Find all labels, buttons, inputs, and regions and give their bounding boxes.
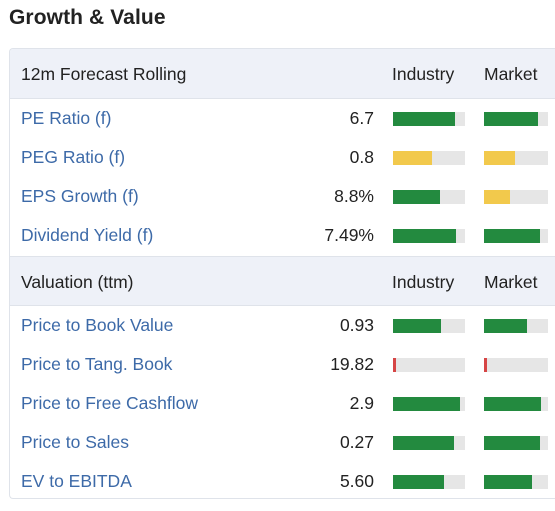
market-comparison-bar [484,190,548,204]
industry-comparison-bar [393,358,465,372]
metric-row: Price to Book Value 0.93 [10,306,555,345]
metric-row: PEG Ratio (f) 0.8 [10,138,555,177]
metric-link[interactable]: PEG Ratio (f) [21,147,126,167]
metric-row: Dividend Yield (f) 7.49% [10,216,555,255]
industry-comparison-bar [393,475,465,489]
metric-row: Price to Tang. Book 19.82 [10,345,555,384]
metric-value: 0.27 [339,432,374,452]
forecast-industry-column-label: Industry [392,64,455,84]
industry-comparison-bar [393,229,465,243]
industry-comparison-bar-fill [393,112,455,126]
industry-comparison-bar [393,397,465,411]
market-comparison-bar-fill [484,190,511,204]
industry-comparison-bar-fill [393,229,457,243]
metric-row: Price to Free Cashflow 2.9 [10,384,555,423]
valuation-industry-column-label: Industry [392,272,455,292]
market-comparison-bar-fill [484,358,487,372]
metric-value: 0.8 [349,147,374,167]
metric-value: 6.7 [349,108,374,128]
market-comparison-bar-fill [484,475,532,489]
metric-value: 2.9 [349,393,374,413]
valuation-market-column-label: Market [484,272,538,292]
metric-link[interactable]: Price to Free Cashflow [21,393,199,413]
metric-link[interactable]: EV to EBITDA [21,471,132,491]
market-comparison-bar-fill [484,151,515,165]
industry-comparison-bar [393,151,465,165]
market-comparison-bar [484,436,548,450]
industry-comparison-bar-fill [393,151,432,165]
industry-comparison-bar [393,319,465,333]
widget-title: Growth & Value [9,6,166,29]
market-comparison-bar [484,475,548,489]
industry-comparison-bar-fill [393,190,440,204]
metric-value: 0.93 [339,315,374,335]
metric-row: PE Ratio (f) 6.7 [10,99,555,138]
metric-value: 19.82 [330,354,374,374]
market-comparison-bar [484,229,548,243]
market-comparison-bar-fill [484,436,540,450]
valuation-header-label: Valuation (ttm) [21,272,134,292]
market-comparison-bar [484,151,548,165]
metric-link[interactable]: Price to Sales [21,432,129,452]
market-comparison-bar [484,397,548,411]
industry-comparison-bar-fill [393,319,442,333]
metric-value: 5.60 [339,471,374,491]
market-comparison-bar [484,319,548,333]
industry-comparison-bar-fill [393,397,460,411]
metric-link[interactable]: PE Ratio (f) [21,108,112,128]
metric-row: EPS Growth (f) 8.8% [10,177,555,216]
industry-comparison-bar [393,436,465,450]
valuation-section-header: Valuation (ttm) Industry Market [10,256,555,306]
metric-row: EV to EBITDA 5.60 [10,462,555,498]
growth-value-panel: 12m Forecast Rolling Industry Market PE … [9,48,555,499]
industry-comparison-bar-fill [393,436,455,450]
market-comparison-bar [484,112,548,126]
industry-comparison-bar [393,190,465,204]
metric-link[interactable]: EPS Growth (f) [21,186,139,206]
metric-value: 8.8% [334,186,374,206]
market-comparison-bar-fill [484,229,541,243]
metric-row: Price to Sales 0.27 [10,423,555,462]
forecast-header-label: 12m Forecast Rolling [21,64,187,84]
industry-comparison-bar-fill [393,358,396,372]
industry-comparison-bar-fill [393,475,445,489]
forecast-section-header: 12m Forecast Rolling Industry Market [10,49,555,99]
industry-comparison-bar [393,112,465,126]
market-comparison-bar-fill [484,397,541,411]
metric-link[interactable]: Price to Tang. Book [21,354,173,374]
metric-link[interactable]: Dividend Yield (f) [21,225,154,245]
market-comparison-bar [484,358,548,372]
market-comparison-bar-fill [484,112,538,126]
market-comparison-bar-fill [484,319,527,333]
metric-value: 7.49% [324,225,374,245]
metric-link[interactable]: Price to Book Value [21,315,174,335]
forecast-market-column-label: Market [484,64,538,84]
